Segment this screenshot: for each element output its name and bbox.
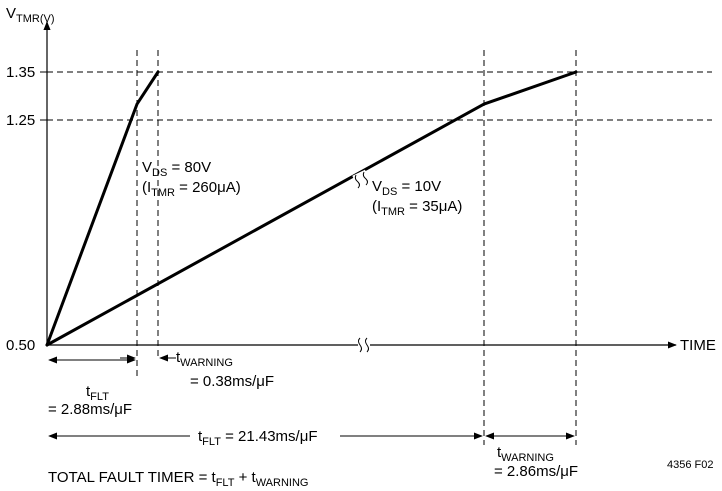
twarn-long-value: = 2.86ms/μF xyxy=(494,463,578,480)
x-axis-title: TIME xyxy=(680,337,716,354)
series-vds-80v xyxy=(45,70,160,347)
series-break-mark xyxy=(354,171,368,189)
twarn-short-value: = 0.38ms/μF xyxy=(190,373,274,390)
series-break-gap xyxy=(352,169,372,191)
y-tick-label-1.35: 1.35 xyxy=(6,64,35,81)
y-tick-label-1.25: 1.25 xyxy=(6,112,35,129)
x-axis-break xyxy=(358,337,369,353)
total-fault-timer: TOTAL FAULT TIMER = tFLT + tWARNING xyxy=(48,469,308,489)
series-vds-10v xyxy=(45,70,578,347)
twarn-short-label: tWARNING xyxy=(176,349,233,369)
tflt-long-label: tFLT = 21.43ms/μF xyxy=(198,428,318,448)
y-tick-label-0.50: 0.50 xyxy=(6,337,35,354)
series-current-80v: (ITMR = 260μA) xyxy=(142,179,241,199)
series-current-10v: (ITMR = 35μA) xyxy=(372,198,462,218)
y-axis-title: VTMR(V) xyxy=(6,5,55,25)
tflt-short-label: tFLT xyxy=(86,383,109,403)
figure-code: 4356 F02 xyxy=(667,459,713,471)
tflt-short-value: = 2.88ms/μF xyxy=(48,401,132,418)
series-label-vds-10v: VDS = 10V xyxy=(372,178,441,198)
twarn-long-label: tWARNING xyxy=(497,444,554,464)
series-label-vds-80v: VDS = 80V xyxy=(142,159,211,179)
